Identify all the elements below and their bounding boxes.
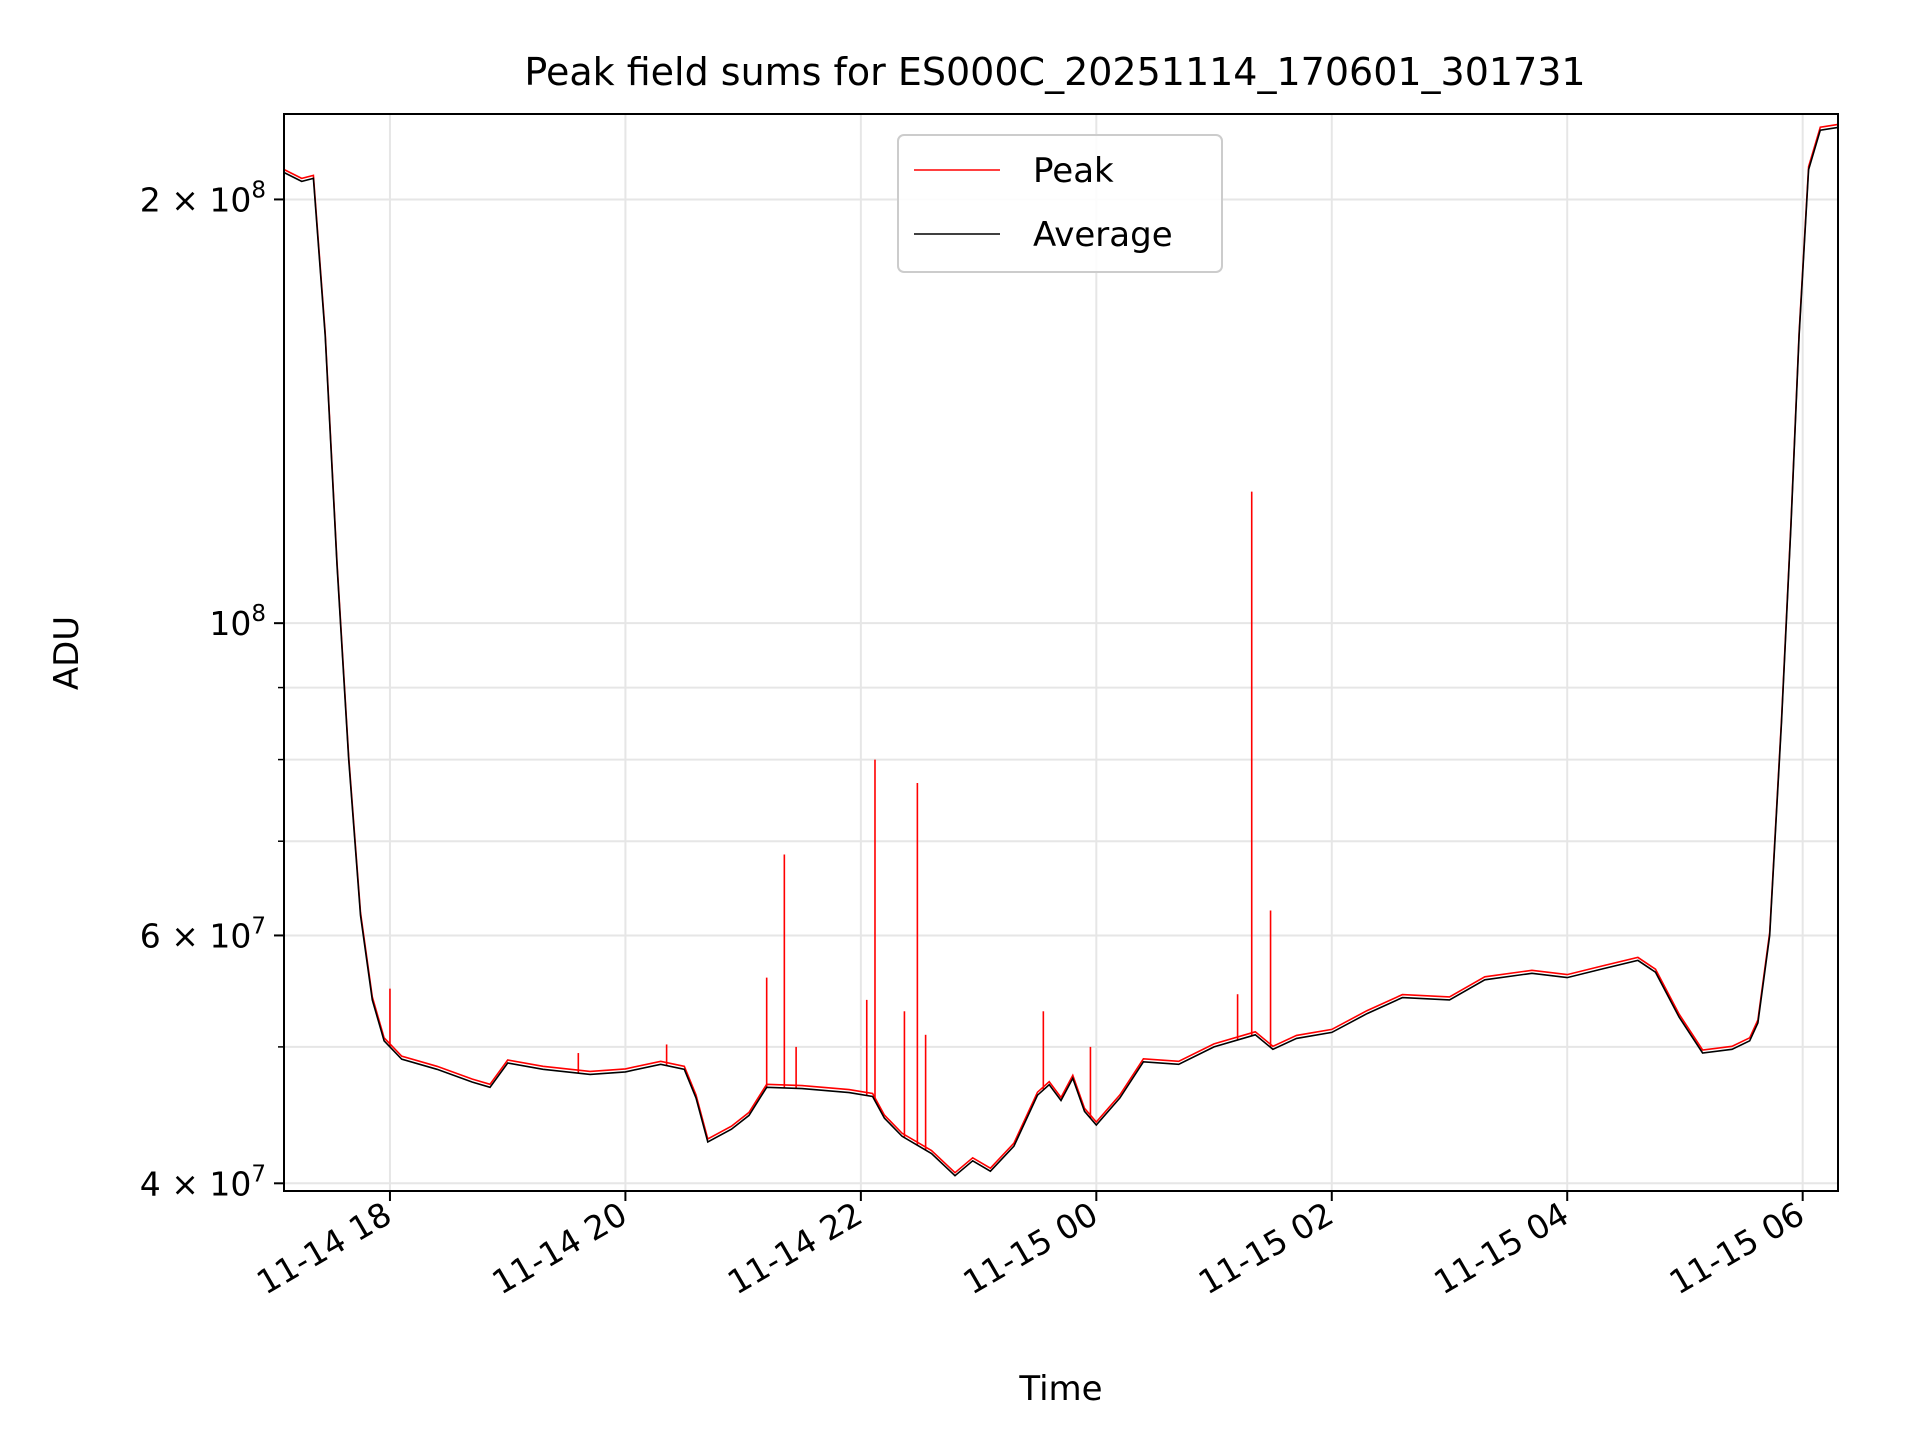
chart-title: Peak field sums for ES000C_20251114_1706… <box>524 50 1585 94</box>
plot-frame <box>283 113 1839 1192</box>
y-tick-label-exponent: 8 <box>251 601 266 627</box>
plot-series <box>283 123 1839 1177</box>
legend: Peak Average <box>897 134 1223 273</box>
y-tick-label-base: 2 × 10 <box>140 180 252 219</box>
y-tick-label-base: 10 <box>209 604 251 643</box>
y-axis-label: ADU <box>47 616 87 690</box>
average-series-line <box>283 126 1839 1177</box>
y-tick-label: 4 × 107 <box>140 1161 266 1203</box>
y-tick-label: 2 × 108 <box>140 177 266 219</box>
y-tick-label-exponent: 7 <box>251 913 266 939</box>
y-tick-label-exponent: 8 <box>251 177 266 203</box>
x-axis-label: Time <box>1018 1369 1102 1409</box>
y-tick-label-base: 6 × 10 <box>140 916 252 955</box>
legend-peak-label: Peak <box>1033 151 1114 191</box>
y-tick-label: 108 <box>209 601 266 643</box>
legend-average-label: Average <box>1033 215 1173 255</box>
y-tick-label: 6 × 107 <box>140 913 266 955</box>
peak-series-line <box>283 123 1839 1174</box>
y-tick-label-base: 4 × 10 <box>140 1164 252 1203</box>
y-tick-label-exponent: 7 <box>251 1161 266 1187</box>
